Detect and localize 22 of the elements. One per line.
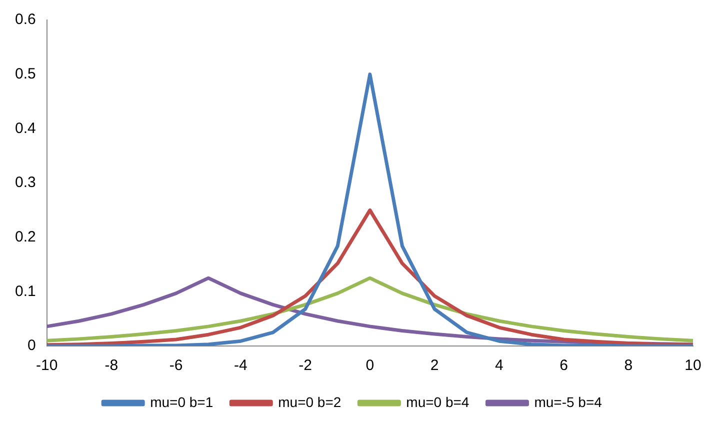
x-tick-label: 0: [366, 357, 374, 374]
y-tick-label: 0.2: [14, 228, 36, 246]
y-tick-label: 0.3: [14, 174, 36, 192]
y-tick-label: 0: [28, 337, 36, 354]
x-tick-label: 6: [560, 357, 568, 374]
x-tick-label: -10: [36, 357, 58, 374]
x-tick-label: -4: [234, 357, 248, 374]
legend-label: mu=0 b=4: [406, 394, 470, 410]
legend-label: mu=0 b=1: [150, 394, 214, 410]
y-tick-label: 0.1: [14, 282, 36, 300]
y-tick-label: 0.6: [14, 11, 36, 28]
x-tick-label: -6: [169, 357, 183, 374]
y-tick-label: 0.5: [14, 65, 36, 82]
legend-label: mu=0 b=2: [278, 394, 342, 410]
y-tick-label: 0.4: [14, 120, 36, 137]
legend-label: mu=-5 b=4: [534, 394, 602, 410]
x-tick-label: 8: [624, 357, 633, 374]
x-tick-label: 10: [684, 357, 702, 374]
x-tick-label: 4: [494, 357, 504, 374]
x-tick-label: -8: [104, 357, 118, 374]
x-tick-label: 2: [430, 357, 439, 374]
x-tick-label: -2: [298, 357, 312, 374]
